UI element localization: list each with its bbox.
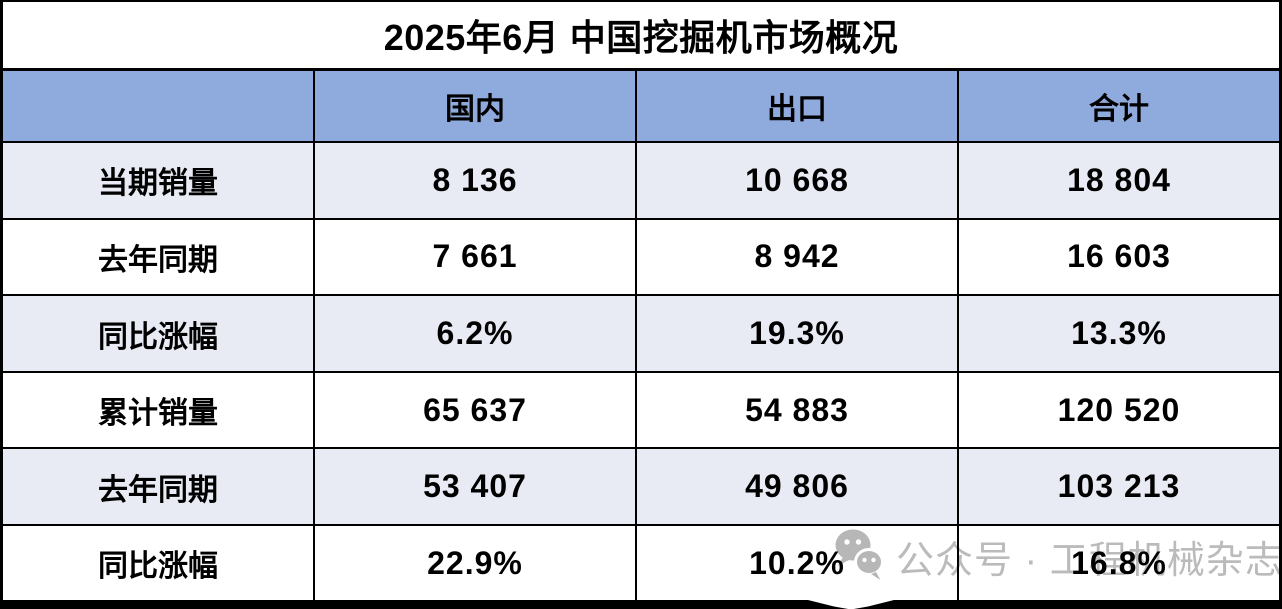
column-header-total: 合计 <box>957 71 1279 143</box>
row-label: 去年同期 <box>3 447 315 527</box>
table-row: 同比涨幅 22.9% 10.2% 16.8% <box>3 524 1279 600</box>
cell-value: 16 603 <box>957 217 1279 297</box>
column-header-blank <box>3 71 315 143</box>
row-label: 去年同期 <box>3 217 315 297</box>
cell-value: 49 806 <box>635 447 959 527</box>
column-header-export: 出口 <box>635 71 959 143</box>
cell-value: 10.2% <box>635 524 959 600</box>
page-title: 2025年6月 中国挖掘机市场概况 <box>383 17 899 58</box>
market-table: 国内 出口 合计 当期销量 8 136 10 668 18 804 去年同期 7… <box>3 71 1279 600</box>
row-label: 当期销量 <box>3 141 315 220</box>
title-bar: 2025年6月 中国挖掘机市场概况 <box>3 2 1279 71</box>
row-label: 同比涨幅 <box>3 294 315 373</box>
cell-value: 120 520 <box>957 370 1279 450</box>
table-row: 去年同期 53 407 49 806 103 213 <box>3 447 1279 527</box>
cell-value: 16.8% <box>957 524 1279 600</box>
table-row: 累计销量 65 637 54 883 120 520 <box>3 370 1279 450</box>
cell-value: 8 942 <box>635 217 959 297</box>
cell-value: 19.3% <box>635 294 959 373</box>
cell-value: 53 407 <box>313 447 637 527</box>
cell-value: 18 804 <box>957 141 1279 220</box>
row-label: 同比涨幅 <box>3 524 315 600</box>
cell-value: 103 213 <box>957 447 1279 527</box>
table-header-row: 国内 出口 合计 <box>3 71 1279 143</box>
cell-value: 65 637 <box>313 370 637 450</box>
cell-value: 54 883 <box>635 370 959 450</box>
cell-value: 22.9% <box>313 524 637 600</box>
cell-value: 10 668 <box>635 141 959 220</box>
cell-value: 8 136 <box>313 141 637 220</box>
cell-value: 13.3% <box>957 294 1279 373</box>
column-header-domestic: 国内 <box>313 71 637 143</box>
table-row: 同比涨幅 6.2% 19.3% 13.3% <box>3 294 1279 373</box>
cell-value: 7 661 <box>313 217 637 297</box>
cell-value: 6.2% <box>313 294 637 373</box>
table-row: 当期销量 8 136 10 668 18 804 <box>3 141 1279 220</box>
row-label: 累计销量 <box>3 370 315 450</box>
table-row: 去年同期 7 661 8 942 16 603 <box>3 217 1279 297</box>
